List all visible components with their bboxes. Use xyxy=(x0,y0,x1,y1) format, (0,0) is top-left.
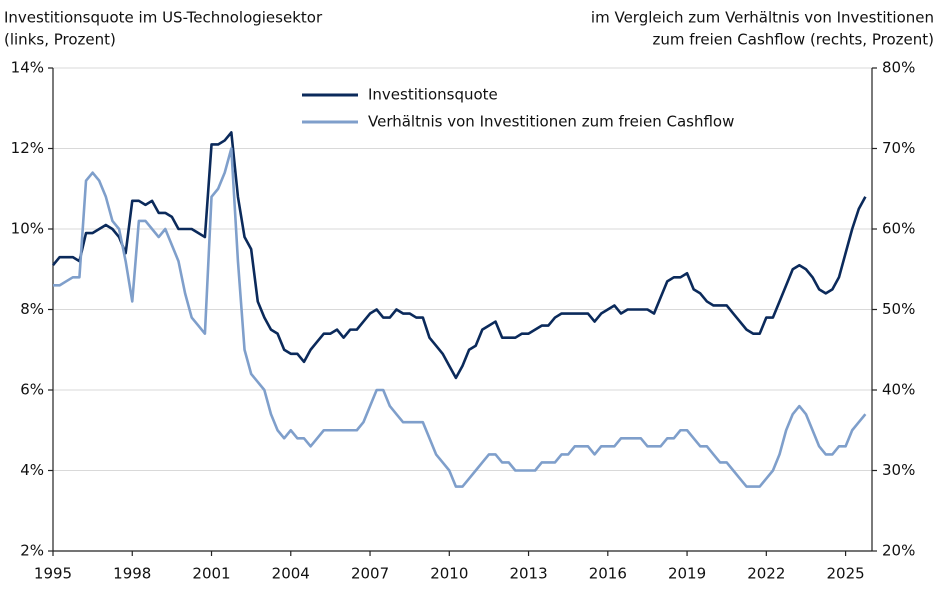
x-tick-label: 2019 xyxy=(668,565,706,583)
x-tick-label: 2016 xyxy=(589,565,627,583)
y2-tick-label: 60% xyxy=(882,220,915,238)
y-tick-label: 2% xyxy=(20,542,44,560)
x-tick-label: 2007 xyxy=(351,565,389,583)
x-tick-label: 1995 xyxy=(34,565,72,583)
x-tick-label: 2013 xyxy=(509,565,547,583)
y2-tick-label: 50% xyxy=(882,300,915,318)
y-tick-label: 10% xyxy=(11,220,44,238)
legend-label: Investitionsquote xyxy=(368,86,498,104)
data-line xyxy=(51,131,867,380)
x-tick-label: 1998 xyxy=(113,565,151,583)
y-tick-label: 4% xyxy=(20,461,44,479)
right-title: zum freien Cashflow (rechts, Prozent) xyxy=(653,31,934,49)
left-title: (links, Prozent) xyxy=(4,31,116,49)
x-tick-label: 2010 xyxy=(430,565,468,583)
y2-tick-label: 20% xyxy=(882,542,915,560)
y-tick-label: 6% xyxy=(20,381,44,399)
y-tick-label: 14% xyxy=(11,59,44,77)
y2-tick-label: 40% xyxy=(882,381,915,399)
y2-tick-label: 70% xyxy=(882,139,915,157)
x-tick-label: 2025 xyxy=(826,565,864,583)
legend-label: Verhältnis von Investitionen zum freien … xyxy=(368,113,734,131)
x-tick-label: 2022 xyxy=(747,565,785,583)
left-title: Investitionsquote im US-Technologiesekto… xyxy=(4,9,323,27)
x-tick-label: 2004 xyxy=(272,565,310,583)
data-line xyxy=(53,147,867,488)
y-tick-label: 12% xyxy=(11,139,44,157)
y2-tick-label: 80% xyxy=(882,59,915,77)
y-tick-label: 8% xyxy=(20,300,44,318)
right-title: im Vergleich zum Verhältnis von Investit… xyxy=(591,9,934,27)
x-tick-label: 2001 xyxy=(192,565,230,583)
y2-tick-label: 30% xyxy=(882,461,915,479)
